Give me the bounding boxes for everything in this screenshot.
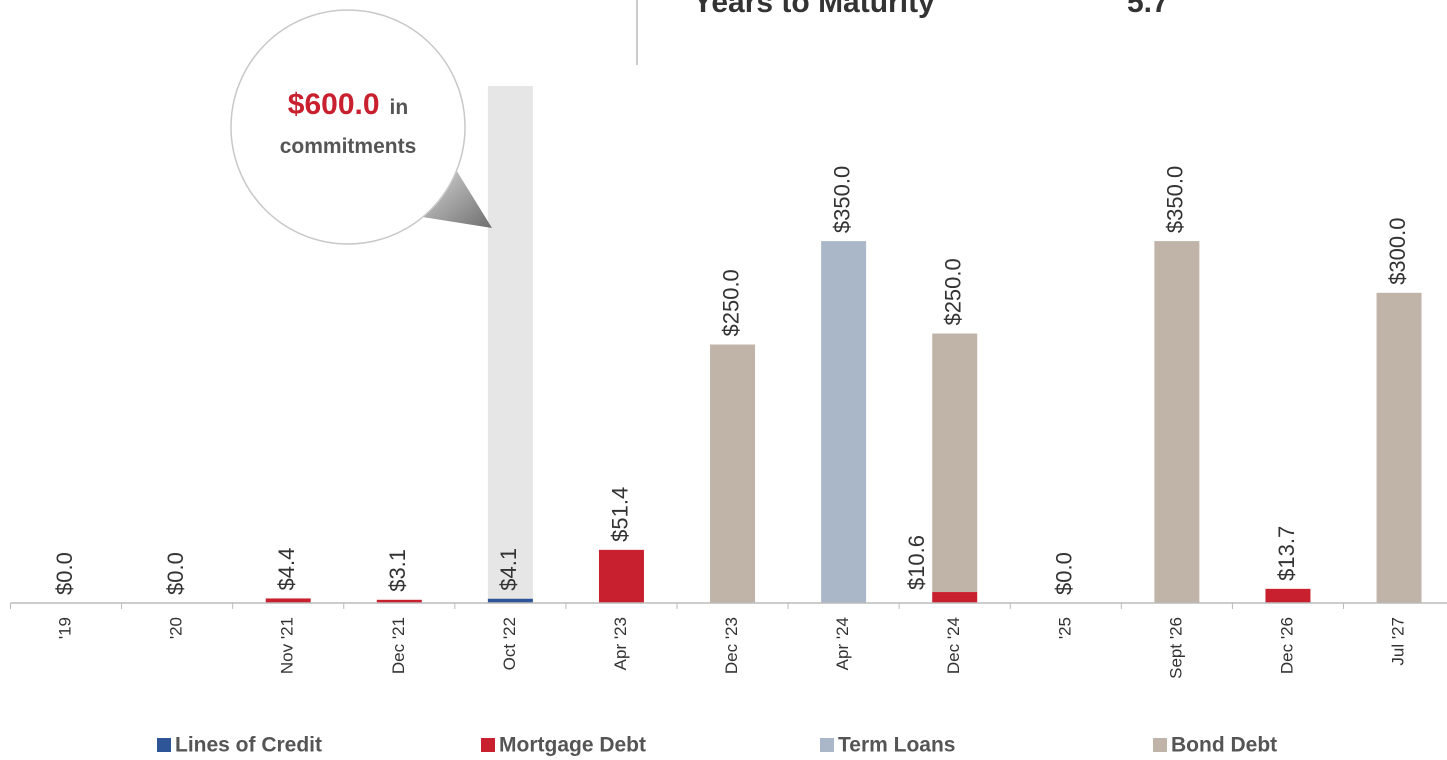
x-tick-label: Apr '24	[833, 617, 852, 670]
bar-segment	[1265, 588, 1311, 603]
callout-suffix: in	[390, 96, 409, 119]
value-label: $0.0	[52, 552, 77, 595]
value-label: $250.0	[718, 269, 743, 336]
bar-segment	[932, 333, 978, 593]
x-tick-label: Dec '21	[389, 617, 408, 674]
value-label: $350.0	[1163, 166, 1188, 233]
x-tick-label: Sept '26	[1166, 617, 1185, 679]
legend-swatch	[157, 738, 171, 752]
x-tick-label: Dec '23	[722, 617, 741, 674]
value-label: $3.1	[385, 549, 410, 592]
value-label: $0.0	[163, 552, 188, 595]
legend-label: Mortgage Debt	[499, 734, 646, 757]
x-tick-label: Dec '26	[1277, 617, 1296, 674]
bar-segment	[1376, 292, 1422, 603]
callout-line: $600.0 in	[288, 88, 408, 121]
value-label: $10.6	[904, 535, 929, 590]
callout-text: commitments	[280, 135, 417, 158]
bar-segment	[710, 344, 756, 603]
legend-swatch	[820, 738, 834, 752]
x-tick-label: Oct '22	[500, 617, 519, 670]
commitment-bar	[487, 86, 533, 603]
value-label: $51.4	[607, 487, 632, 542]
callout-amount: $600.0	[288, 88, 380, 121]
header-label: Years to Maturity	[693, 0, 935, 19]
x-tick-label: Dec '24	[944, 617, 963, 674]
x-tick-label: '19	[56, 617, 75, 639]
x-tick-label: '25	[1055, 617, 1074, 639]
header-value: 5.7	[1127, 0, 1169, 19]
value-label: $0.0	[1052, 552, 1077, 595]
bar-segment	[821, 241, 867, 603]
value-label: $250.0	[941, 258, 966, 325]
value-label: $300.0	[1385, 218, 1410, 285]
bar-segment	[376, 599, 422, 603]
x-tick-label: Apr '23	[611, 617, 630, 670]
callout-circle	[230, 9, 466, 245]
value-label: $13.7	[1274, 526, 1299, 581]
bar-segment	[932, 592, 978, 603]
legend-swatch	[1153, 738, 1167, 752]
legend-label: Lines of Credit	[175, 734, 322, 757]
legend-label: Bond Debt	[1171, 734, 1277, 757]
x-tick-label: '20	[167, 617, 186, 639]
value-label: $4.4	[274, 548, 299, 591]
bar-segment	[265, 598, 311, 603]
bar-segment	[1154, 241, 1200, 603]
callout: $600.0 in commitments	[230, 9, 492, 245]
bar-segment	[598, 549, 644, 603]
bar-segment	[487, 598, 533, 603]
legend-label: Term Loans	[838, 734, 955, 757]
value-label: $350.0	[829, 166, 854, 233]
value-label: $4.1	[496, 548, 521, 591]
x-tick-label: Nov '21	[278, 617, 297, 674]
x-tick-label: Jul '27	[1389, 617, 1408, 666]
legend-swatch	[481, 738, 495, 752]
